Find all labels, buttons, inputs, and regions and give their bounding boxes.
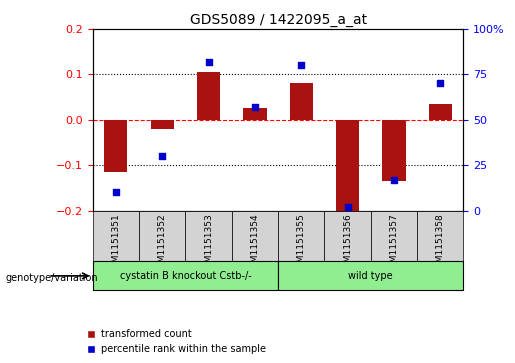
Point [344,204,352,210]
FancyBboxPatch shape [93,211,139,261]
FancyBboxPatch shape [278,211,324,261]
Text: GSM1151356: GSM1151356 [343,213,352,274]
Bar [428,104,452,120]
Text: GSM1151355: GSM1151355 [297,213,306,274]
Point [390,177,398,183]
Point [251,104,259,110]
FancyBboxPatch shape [93,261,278,290]
Bar [197,72,220,120]
Bar [336,120,359,211]
Bar [243,109,267,120]
Text: GSM1151352: GSM1151352 [158,213,167,274]
FancyBboxPatch shape [139,211,185,261]
Bar [289,83,313,120]
FancyBboxPatch shape [324,211,371,261]
Bar [150,120,174,129]
Text: GSM1151351: GSM1151351 [111,213,121,274]
Legend: transformed count, percentile rank within the sample: transformed count, percentile rank withi… [82,326,269,358]
Text: GSM1151358: GSM1151358 [436,213,445,274]
Point [112,189,120,195]
Point [158,153,166,159]
FancyBboxPatch shape [371,211,417,261]
Text: cystatin B knockout Cstb-/-: cystatin B knockout Cstb-/- [119,271,251,281]
Bar [104,120,127,172]
Point [297,62,305,68]
FancyBboxPatch shape [278,261,464,290]
Bar [382,120,406,181]
Text: GSM1151354: GSM1151354 [250,213,260,274]
FancyBboxPatch shape [185,211,232,261]
FancyBboxPatch shape [232,211,278,261]
Point [204,59,213,65]
Title: GDS5089 / 1422095_a_at: GDS5089 / 1422095_a_at [190,13,367,26]
Text: genotype/variation: genotype/variation [5,273,98,283]
Text: GSM1151353: GSM1151353 [204,213,213,274]
Point [436,81,444,86]
FancyBboxPatch shape [417,211,464,261]
Text: GSM1151357: GSM1151357 [389,213,399,274]
Text: wild type: wild type [349,271,393,281]
